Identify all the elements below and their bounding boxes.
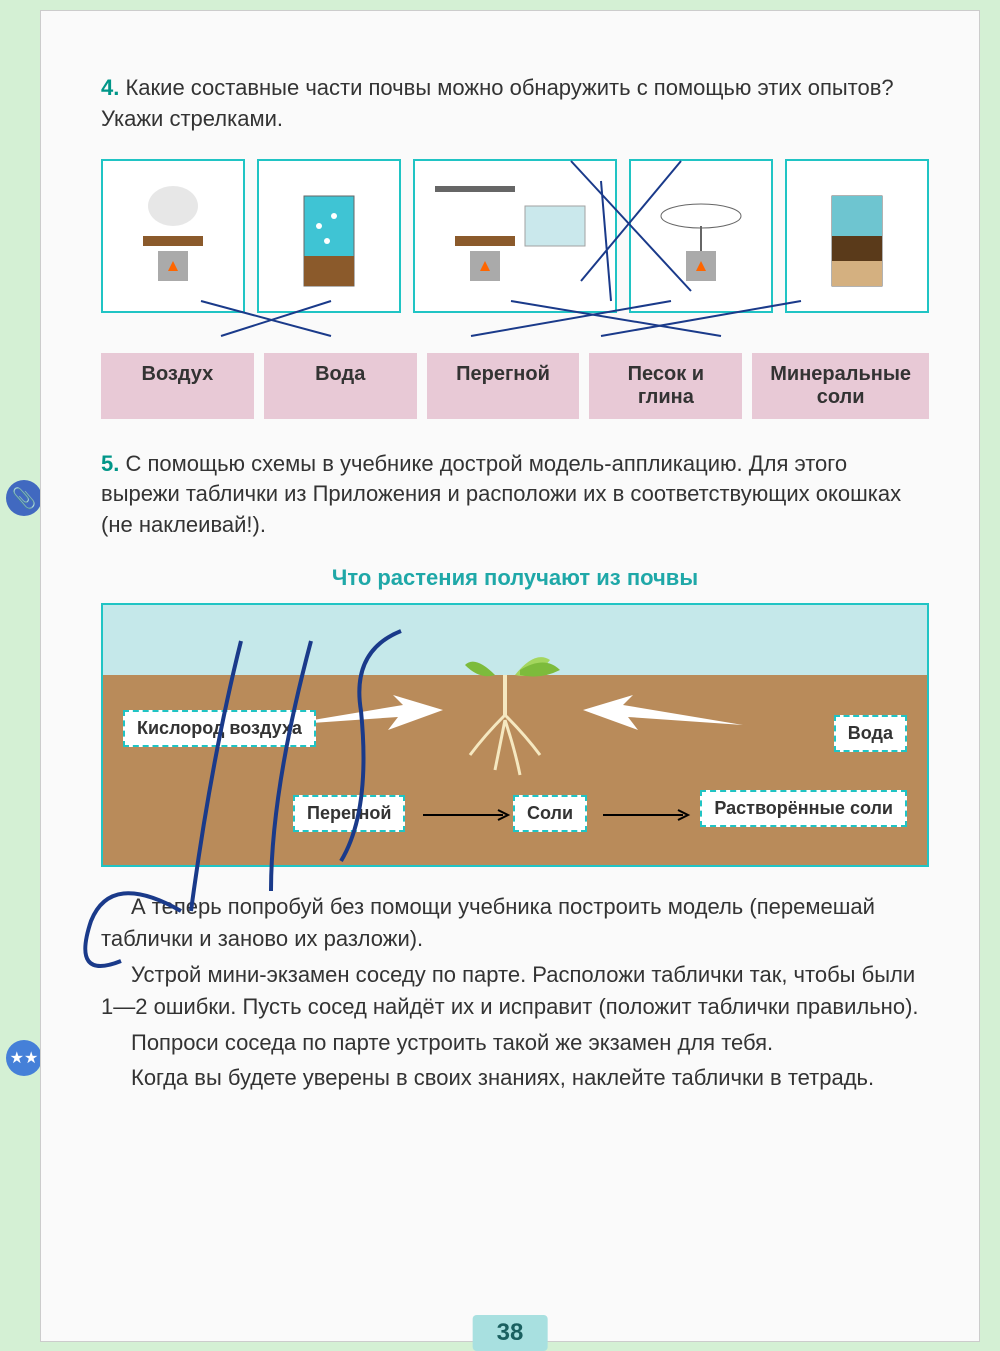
experiment-2 [257,159,401,313]
task4-body: Какие составные части почвы можно обнару… [101,75,894,131]
task5-body: С помощью схемы в учебнике дострой модел… [101,451,901,538]
label-humus: Перегной [427,353,580,419]
clip-icon: 📎 [6,480,42,516]
para-3: Попроси соседа по парте устроить такой ж… [101,1027,929,1059]
diag-oxygen: Кислород воздуха [123,710,316,747]
burner-smoke-icon [123,176,223,296]
label-water: Вода [264,353,417,419]
label-air: Воздух [101,353,254,419]
labels-row: Воздух Вода Перегной Песок и глина Минер… [101,353,929,419]
task5-text: 5. С помощью схемы в учебнике дострой мо… [101,449,929,541]
page-number: 38 [473,1315,548,1351]
experiments-row [101,159,929,313]
experiment-3 [413,159,617,313]
plant-diagram: Кислород воздуха Вода Перегной Соли Раст… [101,603,929,867]
para-1: А теперь попробуй без помощи учебника по… [101,891,929,955]
experiment-1 [101,159,245,313]
para-4: Когда вы будете уверены в своих знаниях,… [101,1062,929,1094]
beaker-bubbles-icon [279,176,379,296]
diag-water: Вода [834,715,907,752]
beaker-layers-icon [807,176,907,296]
stars-icon: ★★ [6,1040,42,1076]
para-2: Устрой мини-экзамен соседу по парте. Рас… [101,959,929,1023]
experiment-4 [629,159,773,313]
diag-humus: Перегной [293,795,405,832]
label-sand-clay: Песок и глина [589,353,742,419]
task4-text: 4. Какие составные части почвы можно обн… [101,73,929,135]
label-mineral-salts: Минеральные соли [752,353,929,419]
diag-salts: Соли [513,795,587,832]
task4-number: 4. [101,75,119,100]
burner-glass-icon [425,176,605,296]
experiment-5 [785,159,929,313]
burner-dish-icon [651,176,751,296]
task5-title: Что растения получают из почвы [101,565,929,591]
workbook-page: 4. Какие составные части почвы можно обн… [40,10,980,1342]
task5-number: 5. [101,451,119,476]
diag-dissolved-salts: Растворённые соли [700,790,907,827]
